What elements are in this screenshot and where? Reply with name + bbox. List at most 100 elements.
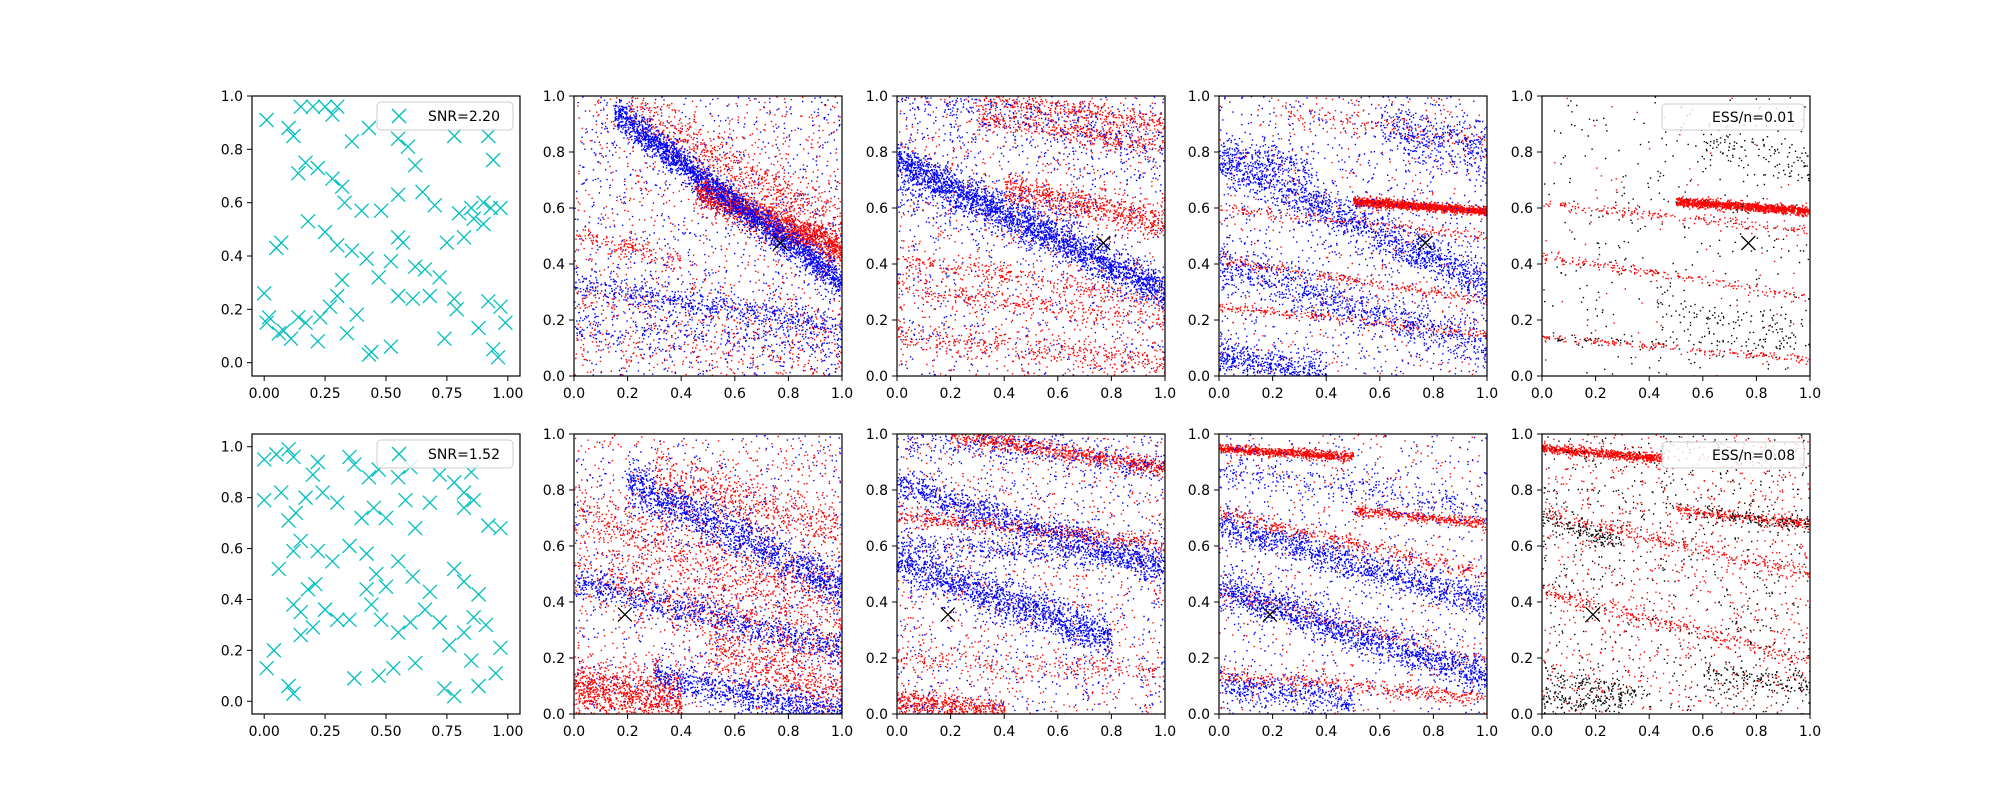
y-tick-label: 0.2 [1511,651,1533,667]
y-tick-label: 0.2 [866,313,888,329]
y-tick-label: 0.4 [221,249,243,265]
y-tick-label: 1.0 [221,440,243,456]
y-tick-label: 0.4 [543,257,565,273]
y-tick-label: 1.0 [1511,427,1533,443]
y-tick-label: 0.2 [1188,651,1210,667]
x-tick-label: 0.6 [1369,724,1391,740]
y-tick-label: 0.8 [1188,145,1210,161]
x-tick-label: 0.8 [1745,724,1767,740]
y-tick-label: 0.6 [543,539,565,555]
x-tick-label: 0.25 [310,724,341,740]
x-tick-label: 0.0 [1531,724,1553,740]
x-tick-label: 0.0 [563,724,585,740]
y-tick-label: 1.0 [543,427,565,443]
legend-ess-row2: ESS/n=0.08 [1662,442,1804,468]
x-tick-label: 0.0 [1208,724,1230,740]
x-tick-label: 0.0 [886,386,908,402]
y-tick-label: 0.4 [1188,257,1210,273]
y-tick-label: 0.0 [543,369,565,385]
x-tick-label: 0.0 [886,724,908,740]
y-tick-label: 0.4 [543,595,565,611]
x-tick-label: 0.6 [724,724,746,740]
y-tick-label: 0.0 [866,707,888,723]
x-tick-label: 1.0 [1476,724,1498,740]
x-tick-label: 0.2 [1261,386,1283,402]
y-tick-label: 0.8 [543,145,565,161]
x-tick-label: 0.8 [1100,386,1122,402]
x-tick-label: 1.0 [1799,724,1821,740]
y-tick-label: 0.6 [866,539,888,555]
x-tick-label: 0.6 [1047,724,1069,740]
x-tick-label: 0.2 [1584,724,1606,740]
x-tick-label: 0.6 [724,386,746,402]
y-tick-label: 0.4 [866,595,888,611]
legend-label: SNR=2.20 [428,109,500,125]
y-tick-label: 0.2 [1511,313,1533,329]
x-tick-label: 0.50 [370,386,401,402]
y-tick-label: 0.2 [543,313,565,329]
x-tick-label: 0.8 [1100,724,1122,740]
y-tick-label: 0.8 [1511,145,1533,161]
y-tick-label: 0.0 [221,694,243,710]
y-tick-label: 0.2 [1188,313,1210,329]
x-tick-label: 1.0 [1154,724,1176,740]
legend-ess-row1: ESS/n=0.01 [1662,104,1804,130]
x-tick-label: 0.0 [563,386,585,402]
legend-label: SNR=1.52 [428,447,500,463]
x-tick-label: 1.0 [831,724,853,740]
y-tick-label: 1.0 [866,89,888,105]
x-tick-label: 0.4 [670,386,692,402]
y-tick-label: 0.8 [866,145,888,161]
x-tick-label: 0.2 [939,724,961,740]
x-tick-label: 0.4 [1638,724,1660,740]
y-tick-label: 0.8 [1188,483,1210,499]
y-tick-label: 0.2 [543,651,565,667]
y-tick-label: 0.0 [866,369,888,385]
x-tick-label: 0.6 [1692,724,1714,740]
y-tick-label: 1.0 [1188,89,1210,105]
x-tick-label: 0.8 [777,724,799,740]
x-tick-label: 0.6 [1692,386,1714,402]
y-tick-label: 0.4 [221,592,243,608]
x-tick-label: 1.00 [492,386,523,402]
x-tick-label: 0.0 [1531,386,1553,402]
y-tick-label: 0.4 [1511,257,1533,273]
y-tick-label: 0.4 [1511,595,1533,611]
x-tick-label: 0.4 [670,724,692,740]
y-tick-label: 0.6 [221,542,243,558]
x-tick-label: 0.2 [616,724,638,740]
x-tick-label: 0.4 [1315,724,1337,740]
y-tick-label: 0.4 [1188,595,1210,611]
legend-snr-row2: SNR=1.52 [377,440,513,468]
legend-snr-row1: SNR=2.20 [377,102,513,130]
y-tick-label: 0.0 [1511,369,1533,385]
y-tick-label: 1.0 [1188,427,1210,443]
y-tick-label: 0.6 [221,196,243,212]
y-tick-label: 0.2 [221,643,243,659]
y-tick-label: 0.8 [221,142,243,158]
y-tick-label: 0.8 [543,483,565,499]
y-tick-label: 1.0 [543,89,565,105]
x-tick-label: 1.00 [492,724,523,740]
y-tick-label: 0.6 [1511,201,1533,217]
x-tick-label: 1.0 [1154,386,1176,402]
y-tick-label: 0.0 [221,356,243,372]
y-tick-label: 0.8 [221,491,243,507]
legend-label: ESS/n=0.08 [1712,448,1795,464]
x-tick-label: 0.4 [993,386,1015,402]
x-tick-label: 0.6 [1047,386,1069,402]
x-tick-label: 0.50 [370,724,401,740]
y-tick-label: 1.0 [221,89,243,105]
x-tick-label: 0.2 [1261,724,1283,740]
y-tick-label: 1.0 [866,427,888,443]
x-tick-label: 0.2 [1584,386,1606,402]
x-tick-label: 0.4 [1638,386,1660,402]
x-tick-label: 0.2 [939,386,961,402]
y-tick-label: 0.0 [1511,707,1533,723]
y-tick-label: 1.0 [1511,89,1533,105]
y-tick-label: 0.2 [866,651,888,667]
x-tick-label: 1.0 [1476,386,1498,402]
x-tick-label: 0.2 [616,386,638,402]
x-tick-label: 0.25 [310,386,341,402]
